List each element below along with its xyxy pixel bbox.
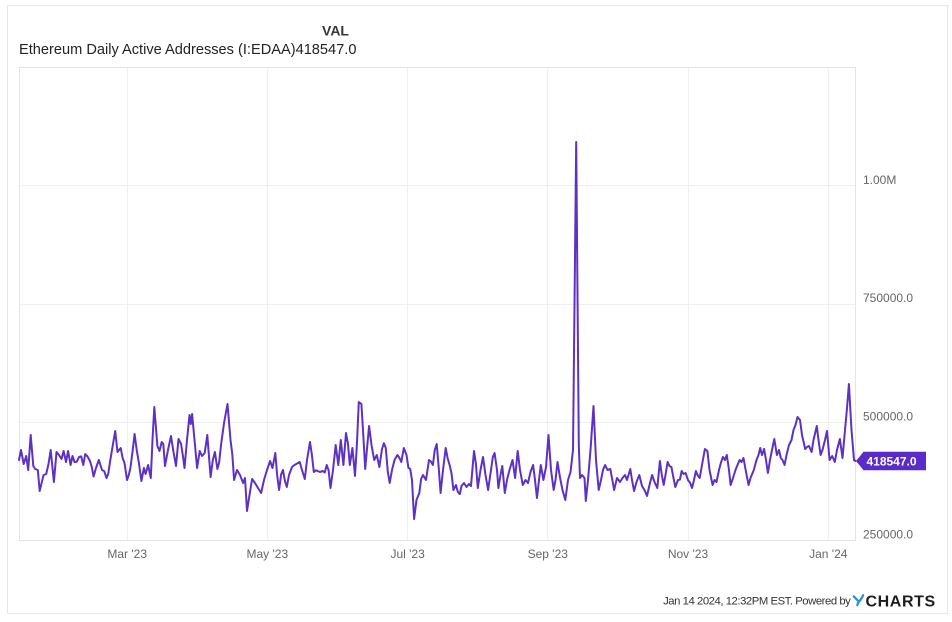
svg-text:418547.0: 418547.0 bbox=[866, 455, 916, 469]
svg-text:Sep '23: Sep '23 bbox=[528, 547, 569, 561]
svg-text:May '23: May '23 bbox=[246, 547, 288, 561]
svg-text:Mar '23: Mar '23 bbox=[107, 547, 147, 561]
svg-text:Jul '23: Jul '23 bbox=[390, 547, 425, 561]
svg-text:500000.0: 500000.0 bbox=[863, 409, 913, 423]
svg-text:Jan 14 2024, 12:32PM EST. Powe: Jan 14 2024, 12:32PM EST. Powered by bbox=[663, 595, 851, 607]
svg-text:Nov '23: Nov '23 bbox=[668, 547, 709, 561]
svg-text:750000.0: 750000.0 bbox=[863, 291, 913, 305]
svg-text:1.00M: 1.00M bbox=[863, 173, 896, 187]
svg-text:Ethereum Daily Active Addresse: Ethereum Daily Active Addresses (I:EDAA)… bbox=[19, 42, 356, 58]
svg-text:Jan '24: Jan '24 bbox=[809, 547, 848, 561]
svg-text:CHARTS: CHARTS bbox=[866, 594, 936, 611]
svg-text:VAL: VAL bbox=[322, 23, 349, 39]
svg-text:250000.0: 250000.0 bbox=[863, 528, 913, 542]
